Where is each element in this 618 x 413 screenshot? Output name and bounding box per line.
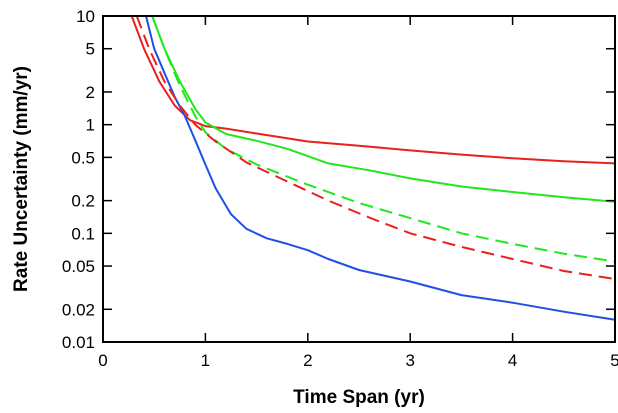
y-tick-label: 5 <box>86 40 95 59</box>
x-tick-label: 0 <box>98 351 107 370</box>
y-tick-label: 0.01 <box>62 333 95 352</box>
x-tick-label: 2 <box>303 351 312 370</box>
y-tick-label: 0.5 <box>71 148 95 167</box>
series-line-4 <box>151 15 616 263</box>
x-axis-title: Time Span (yr) <box>293 387 425 408</box>
y-axis-title: Rate Uncertainty (mm/yr) <box>11 66 32 292</box>
series-line-1 <box>130 15 616 165</box>
y-tick-label: 2 <box>86 83 95 102</box>
x-tick-label: 1 <box>201 351 210 370</box>
y-tick-label: 0.02 <box>62 300 95 319</box>
series-line-2 <box>151 15 616 203</box>
series-line-3 <box>145 15 616 321</box>
series-line-5 <box>135 15 616 280</box>
y-tick-label: 0.1 <box>71 224 95 243</box>
y-tick-label: 0.2 <box>71 192 95 211</box>
y-tick-label: 10 <box>76 7 95 26</box>
y-tick-label: 1 <box>86 116 95 135</box>
y-axis: 0.01 0.02 0.05 0.1 0.2 0.5 1 2 5 10 <box>62 7 615 352</box>
x-tick-label: 3 <box>405 351 414 370</box>
plot-frame <box>102 15 616 343</box>
x-tick-label: 5 <box>610 351 618 370</box>
x-axis: 0 1 2 3 4 5 <box>98 16 618 370</box>
y-tick-label: 0.05 <box>62 257 95 276</box>
series-layer <box>130 15 616 321</box>
x-tick-label: 4 <box>508 351 517 370</box>
